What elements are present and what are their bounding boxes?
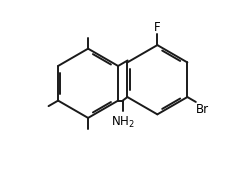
Text: F: F xyxy=(154,21,161,33)
Text: Br: Br xyxy=(196,103,209,116)
Text: NH$_2$: NH$_2$ xyxy=(111,115,135,130)
